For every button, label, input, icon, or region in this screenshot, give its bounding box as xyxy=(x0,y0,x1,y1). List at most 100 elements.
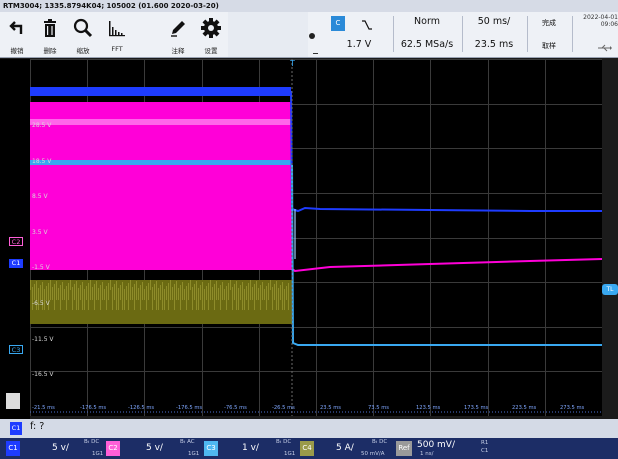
noise-line xyxy=(106,286,107,310)
trigger-channel-badge[interactable]: C xyxy=(331,16,345,31)
ref-sub: 1 ns/ xyxy=(420,451,434,457)
trigger-level-marker[interactable]: TL xyxy=(602,284,618,295)
trigger-marker[interactable]: T xyxy=(290,59,295,68)
noise-line xyxy=(192,287,193,310)
measurement-channel-badge[interactable]: C1 xyxy=(10,422,22,435)
noise-line xyxy=(68,283,69,300)
sample-rate[interactable]: 62.5 MSa/s xyxy=(400,39,454,50)
timebase[interactable]: 50 ms/ xyxy=(477,16,511,27)
zoom-button[interactable]: 缩放 xyxy=(67,12,99,57)
noise-line xyxy=(232,287,233,310)
measurement-bar: C1 f: ? xyxy=(0,419,618,438)
noise-line xyxy=(198,288,199,310)
noise-line xyxy=(42,282,43,310)
noise-line xyxy=(52,287,53,300)
time-label-7: 23.5 ms xyxy=(320,405,341,411)
noise-line xyxy=(90,280,91,300)
noise-line xyxy=(136,281,137,300)
noise-line xyxy=(114,284,115,300)
pen-icon xyxy=(171,21,185,37)
c2-trace-envelope-light xyxy=(30,119,292,125)
noise-line xyxy=(118,288,119,310)
noise-line xyxy=(158,288,159,310)
annotate-label: 注释 xyxy=(171,47,185,55)
ch2-sub: 1G1 xyxy=(188,451,200,457)
ch4-scale[interactable]: 5 A/ xyxy=(336,443,354,453)
noise-line xyxy=(36,281,37,310)
noise-line xyxy=(250,280,251,300)
ch2-scale[interactable]: 5 v/ xyxy=(146,443,163,453)
time: 09:06 xyxy=(600,21,618,28)
noise-line xyxy=(218,288,219,300)
noise-line xyxy=(54,284,55,310)
trigger-mode[interactable]: Norm xyxy=(414,16,440,27)
noise-line xyxy=(216,281,217,300)
ch4-badge[interactable]: C4 xyxy=(300,441,314,456)
time-label-5: -76.5 ms xyxy=(224,405,247,411)
noise-line xyxy=(230,280,231,290)
noise-line xyxy=(228,283,229,300)
noise-line xyxy=(110,280,111,290)
time-label-6: -26.5 ms xyxy=(272,405,295,411)
menu-dot[interactable] xyxy=(309,33,315,39)
trigger-edge-icon[interactable] xyxy=(356,14,380,34)
noise-line xyxy=(94,284,95,310)
noise-line xyxy=(98,288,99,300)
noise-line xyxy=(50,280,51,300)
time-label-1: -21.5 ms xyxy=(32,405,55,411)
noise-line xyxy=(182,282,183,300)
ch3-badge[interactable]: C3 xyxy=(204,441,218,456)
noise-line xyxy=(266,286,267,310)
toolbar-spacer xyxy=(228,12,308,57)
c1-marker[interactable]: C1 xyxy=(9,259,23,268)
annotate-button[interactable]: 注释 xyxy=(162,12,194,57)
trigger-level[interactable]: 1.7 V xyxy=(346,39,372,50)
noise-line xyxy=(142,282,143,300)
c3-marker[interactable]: C3 xyxy=(9,345,23,354)
time-label-12: 273.5 ms xyxy=(560,405,585,411)
undo-icon xyxy=(9,21,23,34)
trigger-position[interactable]: 23.5 ms xyxy=(474,39,514,50)
undo-button[interactable]: 撤销 xyxy=(1,12,33,57)
ref-badge[interactable]: Ref xyxy=(396,441,412,456)
noise-line xyxy=(286,286,287,300)
noise-line xyxy=(222,282,223,300)
noise-line xyxy=(188,283,189,300)
noise-line xyxy=(240,285,241,300)
ref-marker-icon[interactable] xyxy=(6,393,20,409)
ref-scale[interactable]: 500 mV/ xyxy=(417,440,455,450)
c2-marker[interactable]: C2 xyxy=(9,237,23,246)
noise-line xyxy=(126,286,127,300)
noise-line xyxy=(184,289,185,300)
noise-line xyxy=(288,283,289,310)
ch1-badge[interactable]: C1 xyxy=(6,441,20,456)
ch1-scale[interactable]: 5 v/ xyxy=(52,443,69,453)
noise-line xyxy=(220,285,221,310)
noise-line xyxy=(132,287,133,300)
noise-line xyxy=(32,287,33,310)
noise-line xyxy=(86,286,87,300)
delete-button[interactable]: 删除 xyxy=(34,12,66,57)
ch3-sub: 1G1 xyxy=(284,451,296,457)
ch4-sub: 50 mV/A xyxy=(361,451,385,457)
noise-line xyxy=(194,284,195,300)
noise-line xyxy=(168,283,169,310)
channel-settings-bar: C1 5 v/ Bₜ DC 1G1 C2 5 v/ Bₜ AC 1G1 C3 1… xyxy=(0,438,618,459)
ch3-scale[interactable]: 1 v/ xyxy=(242,443,259,453)
waveform-display[interactable]: 28.5 V 18.5 V 8.5 V 3.5 V -1.5 V -6.5 V … xyxy=(30,59,618,417)
level-label-4: 3.5 V xyxy=(32,229,48,236)
ch2-badge[interactable]: C2 xyxy=(106,441,120,456)
noise-line xyxy=(186,286,187,310)
settings-button[interactable]: 设置 xyxy=(195,12,227,57)
fft-button[interactable]: FFT xyxy=(101,12,133,57)
noise-line xyxy=(208,283,209,310)
frequency-readout[interactable]: f: ? xyxy=(30,421,45,432)
noise-line xyxy=(248,283,249,310)
ref-r1: R1 xyxy=(481,440,489,446)
noise-line xyxy=(206,286,207,300)
noise-line xyxy=(40,285,41,300)
noise-line xyxy=(234,284,235,300)
noise-line xyxy=(120,285,121,300)
acquisition-label[interactable]: 取样 xyxy=(542,42,556,50)
acquisition-state[interactable]: 完成 xyxy=(542,19,556,27)
